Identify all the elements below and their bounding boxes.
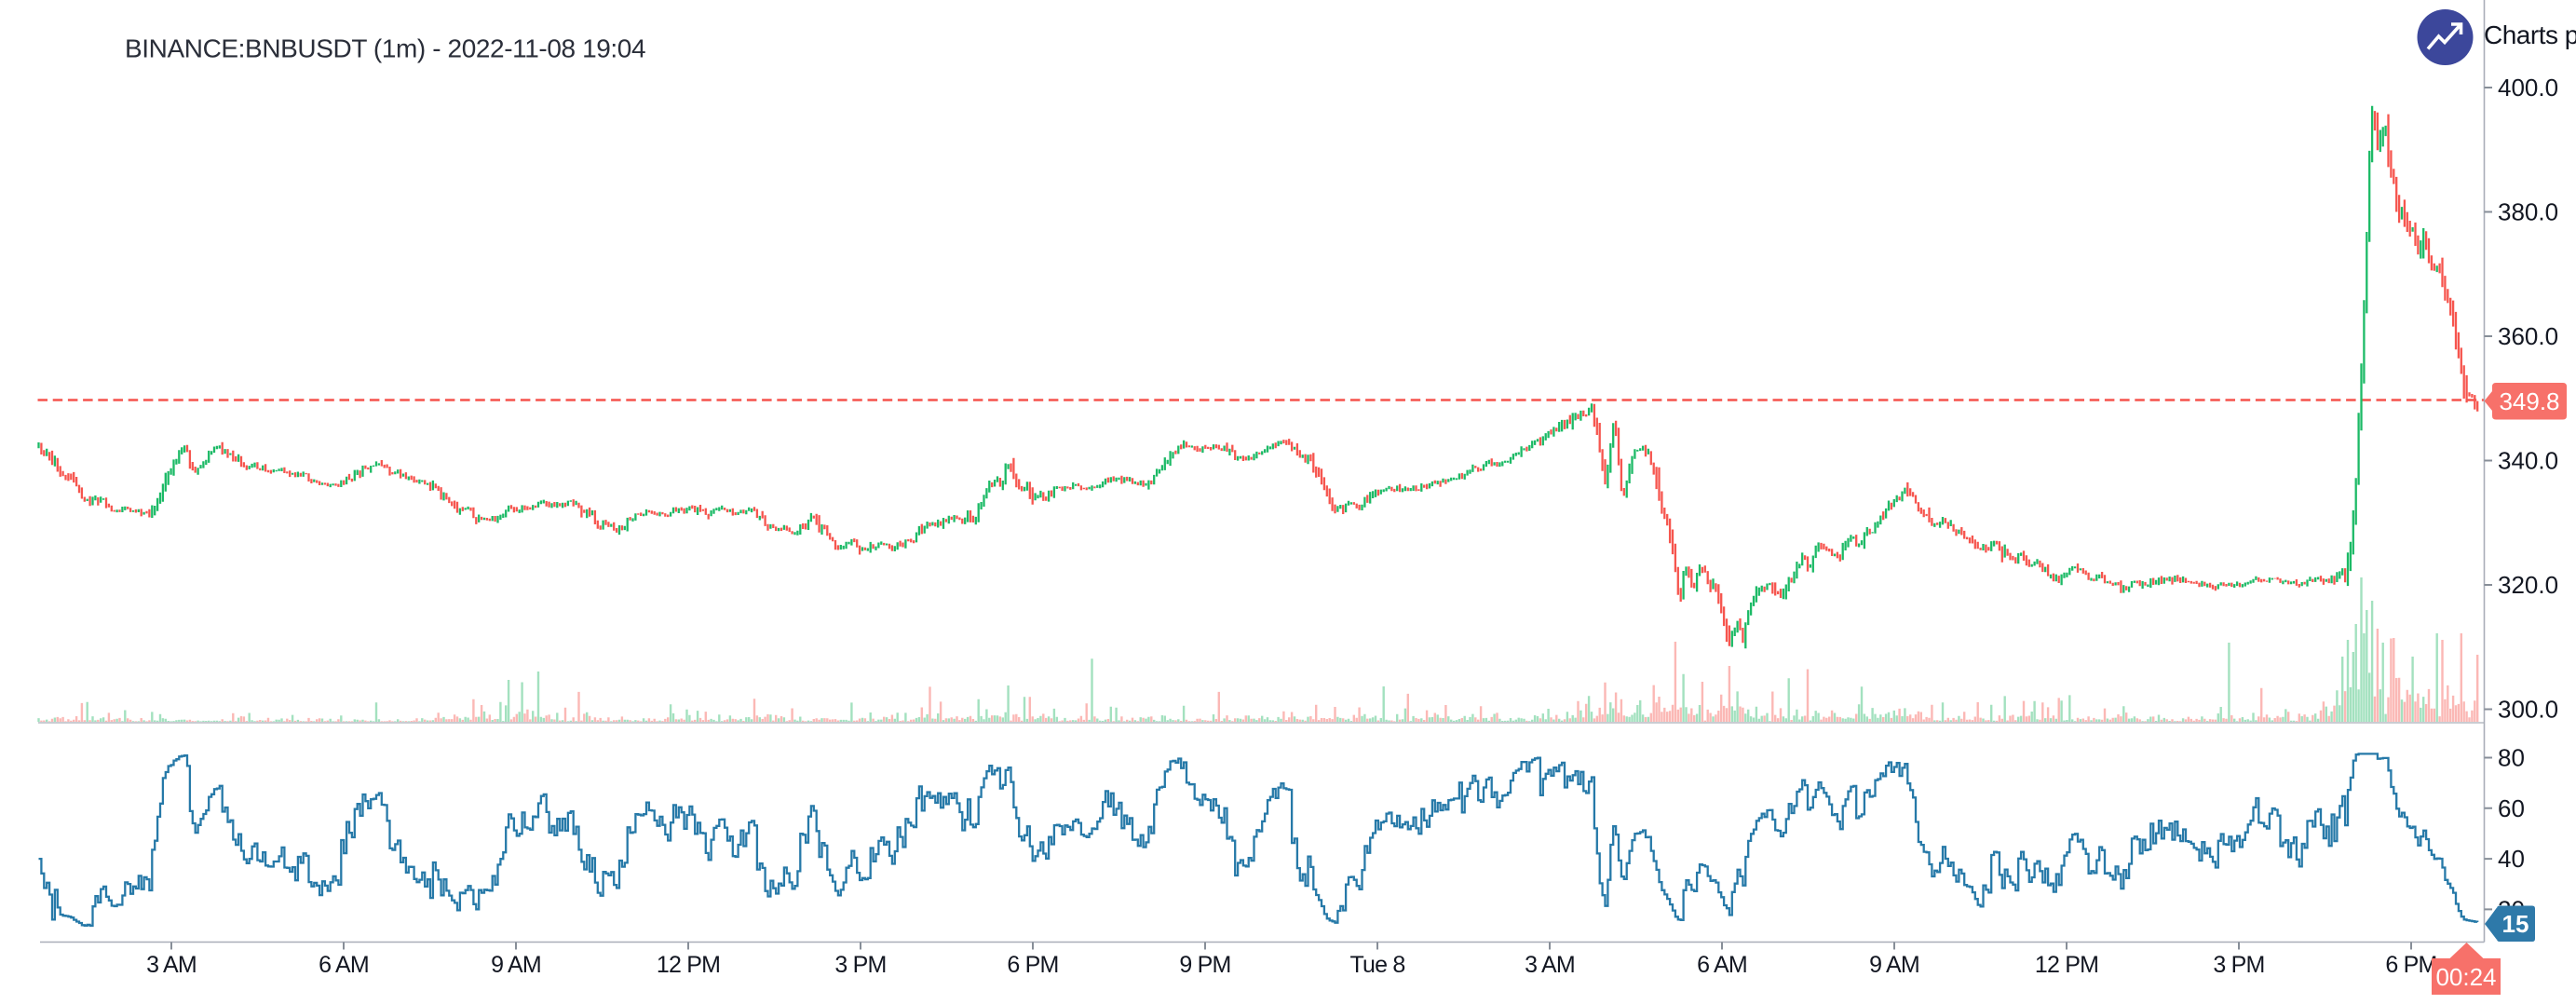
svg-text:00:24: 00:24: [2435, 963, 2496, 991]
svg-text:3 AM: 3 AM: [1525, 952, 1575, 978]
svg-text:380.0: 380.0: [2498, 198, 2558, 226]
svg-text:60: 60: [2498, 794, 2525, 822]
svg-text:320.0: 320.0: [2498, 571, 2558, 599]
svg-text:6 PM: 6 PM: [1007, 952, 1058, 978]
svg-text:80: 80: [2498, 744, 2525, 772]
svg-text:40: 40: [2498, 845, 2525, 873]
svg-text:3 AM: 3 AM: [146, 952, 197, 978]
svg-text:12 PM: 12 PM: [657, 952, 720, 978]
svg-text:6 AM: 6 AM: [1697, 952, 1747, 978]
svg-text:300.0: 300.0: [2498, 696, 2558, 724]
svg-text:Charts powered by TradingView: Charts powered by TradingView: [2484, 20, 2576, 49]
svg-text:349.8: 349.8: [2499, 387, 2559, 415]
svg-text:340.0: 340.0: [2498, 447, 2558, 475]
svg-text:15: 15: [2502, 910, 2529, 938]
svg-text:BINANCE:BNBUSDT (1m) - 2022-11: BINANCE:BNBUSDT (1m) - 2022-11-08 19:04: [125, 34, 645, 63]
svg-text:Tue 8: Tue 8: [1349, 952, 1404, 978]
svg-text:3 PM: 3 PM: [2213, 952, 2264, 978]
svg-text:6 PM: 6 PM: [2385, 952, 2436, 978]
svg-text:9 PM: 9 PM: [1179, 952, 1230, 978]
svg-text:6 AM: 6 AM: [319, 952, 369, 978]
svg-text:360.0: 360.0: [2498, 322, 2558, 350]
svg-text:3 PM: 3 PM: [834, 952, 886, 978]
svg-text:12 PM: 12 PM: [2035, 952, 2098, 978]
svg-text:400.0: 400.0: [2498, 74, 2558, 102]
svg-text:9 AM: 9 AM: [491, 952, 541, 978]
svg-text:9 AM: 9 AM: [1869, 952, 1919, 978]
